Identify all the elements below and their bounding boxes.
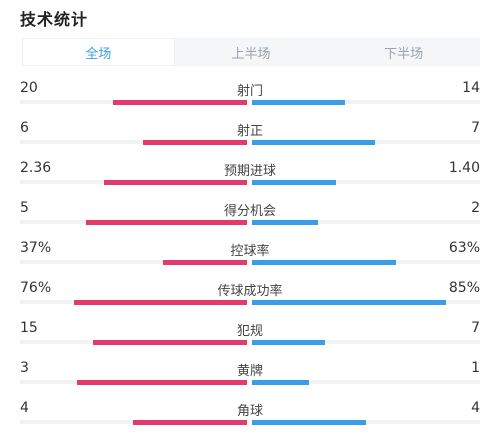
away-value: 4 [471, 400, 480, 416]
away-value: 14 [462, 80, 480, 96]
away-bar [252, 140, 375, 145]
home-bar [163, 260, 247, 265]
home-value: 76% [20, 280, 52, 296]
stat-row: 2.36 预期进球 1.40 [0, 156, 500, 196]
home-value: 3 [20, 360, 29, 376]
away-track [252, 420, 480, 424]
stat-row: 4 角球 4 [0, 396, 500, 436]
away-value: 2 [471, 200, 480, 216]
away-bar [252, 340, 325, 345]
away-value: 1.40 [448, 160, 480, 176]
stat-row: 5 得分机会 2 [0, 196, 500, 236]
away-bar [252, 420, 366, 425]
away-track [252, 220, 480, 224]
away-bar [252, 260, 396, 265]
stat-row: 37% 控球率 63% [0, 236, 500, 276]
page-title: 技术统计 [20, 10, 89, 29]
stat-row: 3 黄牌 1 [0, 356, 500, 396]
away-track [252, 340, 480, 344]
home-bar [74, 300, 247, 305]
stat-label: 控球率 [230, 244, 270, 259]
tab-second-half[interactable]: 下半场 [384, 46, 424, 62]
away-bar [252, 180, 336, 185]
period-tabs: 全场 上半场 下半场 [22, 38, 480, 66]
stat-row: 20 射门 14 [0, 76, 500, 116]
home-bar [133, 420, 247, 425]
home-value: 4 [20, 400, 29, 416]
away-bar [252, 220, 318, 225]
home-value: 20 [20, 80, 38, 96]
stat-label: 得分机会 [223, 204, 276, 219]
stats-list: 20 射门 14 6 射正 7 2.36 预期进球 1.40 5 得分机会 2 37% 控球率 63% 76%… [0, 76, 500, 436]
stat-label: 黄牌 [236, 364, 263, 379]
away-bar [252, 300, 446, 305]
away-track [252, 100, 480, 104]
away-value: 85% [448, 280, 480, 296]
stat-row: 76% 传球成功率 85% [0, 276, 500, 316]
away-value: 7 [471, 320, 480, 336]
away-value: 7 [471, 120, 480, 136]
away-value: 1 [471, 360, 480, 376]
home-bar [86, 220, 247, 225]
home-bar [143, 140, 247, 145]
home-value: 37% [20, 240, 52, 256]
stat-label: 预期进球 [223, 164, 276, 179]
stat-row: 6 射正 7 [0, 116, 500, 156]
home-value: 2.36 [20, 160, 52, 176]
stat-label: 射正 [236, 124, 263, 139]
stat-label: 射门 [236, 84, 263, 99]
away-bar [252, 380, 309, 385]
home-bar [93, 340, 247, 345]
home-bar [113, 100, 247, 105]
stat-label: 角球 [236, 404, 263, 419]
stat-row: 15 犯规 7 [0, 316, 500, 356]
tab-full-match[interactable]: 全场 [22, 38, 175, 66]
home-bar [77, 380, 247, 385]
home-track [20, 260, 247, 264]
away-value: 63% [448, 240, 480, 256]
home-bar [104, 180, 247, 185]
stat-label: 犯规 [236, 324, 263, 339]
home-value: 6 [20, 120, 29, 136]
stat-label: 传球成功率 [217, 284, 283, 299]
home-track [20, 140, 247, 144]
home-value: 5 [20, 200, 29, 216]
home-value: 15 [20, 320, 38, 336]
away-track [252, 380, 480, 384]
away-track [252, 180, 480, 184]
away-bar [252, 100, 345, 105]
tab-first-half[interactable]: 上半场 [231, 46, 271, 62]
